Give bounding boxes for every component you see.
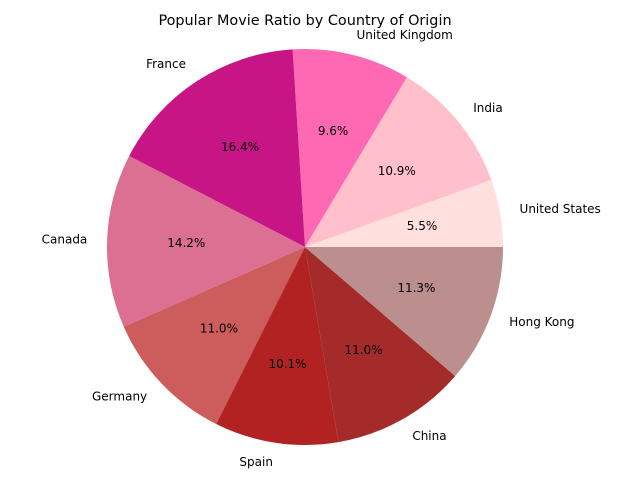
pie-slice-china xyxy=(305,247,456,443)
slice-label-united-kingdom: United Kingdom xyxy=(357,28,453,42)
slice-label-china: China xyxy=(412,429,446,443)
pie-slice-hong-kong xyxy=(305,247,503,377)
pie-slice-united-states xyxy=(305,179,503,247)
pie-slice-france xyxy=(129,49,305,247)
slice-labels: United States 5.5% India 10.9% United Kingdo… xyxy=(42,28,601,469)
pie-slice-canada xyxy=(106,156,305,327)
slice-label-hong-kong: Hong Kong xyxy=(509,315,574,329)
slice-percent-china: 11.0% xyxy=(344,343,382,357)
chart-title: Popular Movie Ratio by Country of Origin xyxy=(158,13,451,29)
slice-label-canada: Canada xyxy=(42,233,88,247)
pie-slice-united-kingdom xyxy=(292,48,407,247)
pie-slice-spain xyxy=(216,247,339,446)
pie-slices xyxy=(106,48,503,446)
slice-percent-united-states: 5.5% xyxy=(407,219,438,233)
slice-percent-france: 16.4% xyxy=(221,140,259,154)
slice-label-spain: Spain xyxy=(239,455,273,469)
slice-label-germany: Germany xyxy=(92,390,147,404)
slice-percent-germany: 11.0% xyxy=(200,321,238,335)
slice-label-india: India xyxy=(473,101,502,115)
slice-percent-united-kingdom: 9.6% xyxy=(318,124,349,138)
pie-slice-india xyxy=(305,77,492,248)
slice-label-united-states: United States xyxy=(520,202,601,216)
slice-label-france: France xyxy=(146,57,186,71)
slice-percent-india: 10.9% xyxy=(378,164,416,178)
pie-slice-germany xyxy=(123,247,305,424)
slice-percent-canada: 14.2% xyxy=(167,236,205,250)
slice-percent-hong-kong: 11.3% xyxy=(397,281,435,295)
slice-percent-spain: 10.1% xyxy=(268,357,306,371)
